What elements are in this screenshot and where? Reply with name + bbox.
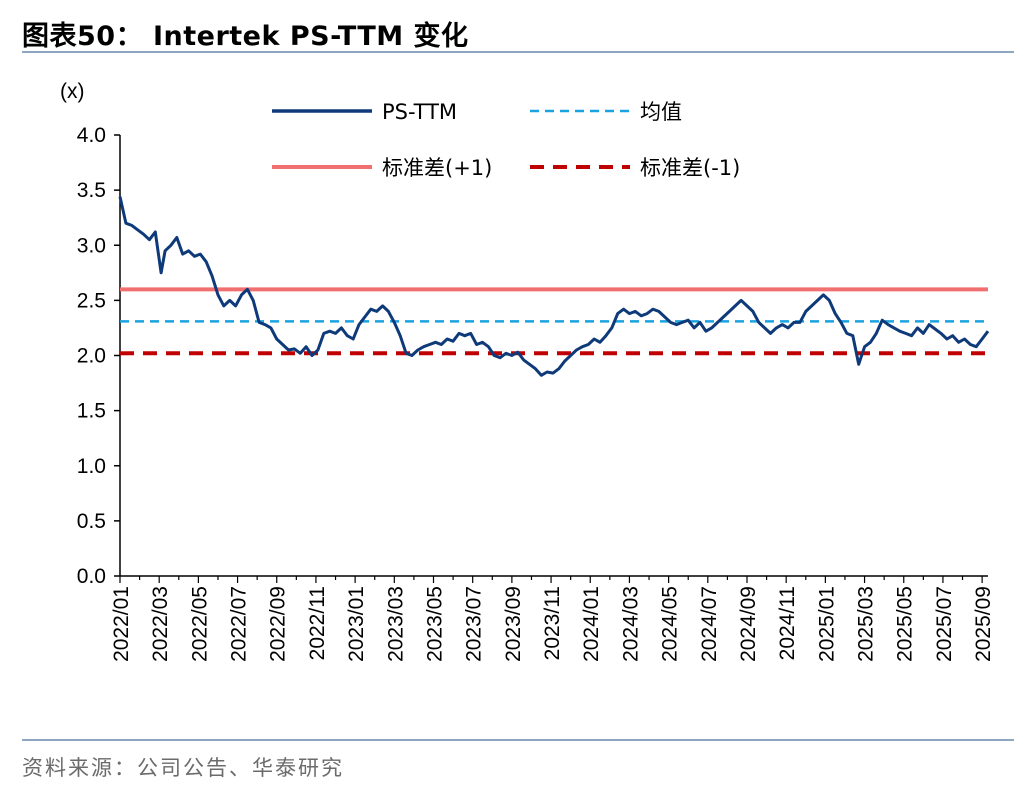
legend-item: 均值 (530, 100, 682, 124)
x-tick-label: 2022/03 (149, 586, 172, 662)
x-tick-label: 2025/05 (894, 586, 917, 662)
x-tick-label: 2023/05 (423, 586, 446, 662)
y-axis: 0.0 0.5 1.0 1.5 2.0 2.5 3.0 3.5 4.0 (77, 124, 121, 588)
x-tick-label: 2023/01 (345, 586, 368, 662)
x-tick-label: 2025/01 (815, 586, 838, 662)
y-tick-label: 0.0 (77, 565, 106, 588)
y-tick-label: 4.0 (77, 124, 106, 147)
x-tick-label: 2023/03 (384, 586, 407, 662)
x-tick-label: 2022/05 (188, 586, 211, 662)
x-tick-label: 2024/05 (659, 586, 682, 662)
x-tick-label: 2024/11 (776, 586, 799, 660)
legend-item: 标准差(+1) (272, 156, 492, 180)
x-tick-label: 2024/07 (698, 586, 721, 662)
series-layer (118, 196, 990, 377)
legend-label: 标准差(+1) (382, 156, 492, 180)
legend-item: 标准差(-1) (530, 156, 740, 180)
x-tick-label: 2025/03 (855, 586, 878, 662)
y-unit-label: (x) (60, 80, 85, 103)
page-title: 图表50： Intertek PS-TTM 变化 (22, 21, 469, 52)
x-tick-label: 2024/09 (737, 586, 760, 662)
legend-label: PS-TTM (382, 100, 457, 124)
x-tick-label: 2022/01 (110, 586, 133, 662)
y-tick-label: 1.5 (77, 400, 106, 423)
y-tick-label: 0.5 (77, 510, 106, 533)
y-tick-label: 3.0 (77, 234, 106, 257)
reference-lines (120, 287, 988, 356)
x-tick-label: 2025/09 (972, 586, 995, 662)
x-tick-label: 2024/01 (580, 586, 603, 662)
title-divider (22, 51, 1014, 53)
x-tick-label: 2025/07 (933, 586, 956, 662)
y-tick-label: 1.0 (77, 455, 106, 478)
x-tick-label: 2023/09 (502, 586, 525, 662)
x-tick-label: 2022/07 (228, 586, 251, 662)
x-tick-label: 2022/09 (267, 586, 290, 662)
source-note: 资料来源：公司公告、华泰研究 (22, 756, 344, 780)
x-axis: 2022/01 2022/03 2022/05 2022/07 2022/09 2022/… (110, 575, 995, 662)
y-tick-label: 2.5 (77, 289, 106, 312)
x-tick-label: 2023/11 (541, 586, 564, 660)
legend-label: 标准差(-1) (640, 156, 740, 180)
x-tick-label: 2024/03 (619, 586, 642, 662)
ps-ttm-series-line (118, 196, 990, 377)
x-tick-label: 2022/11 (306, 586, 329, 660)
y-tick-label: 3.5 (77, 179, 106, 202)
y-tick-label: 2.0 (77, 345, 106, 368)
legend-label: 均值 (640, 100, 682, 124)
source-divider (22, 739, 1014, 741)
x-tick-label: 2023/07 (463, 586, 486, 662)
legend-item: PS-TTM (272, 100, 457, 124)
